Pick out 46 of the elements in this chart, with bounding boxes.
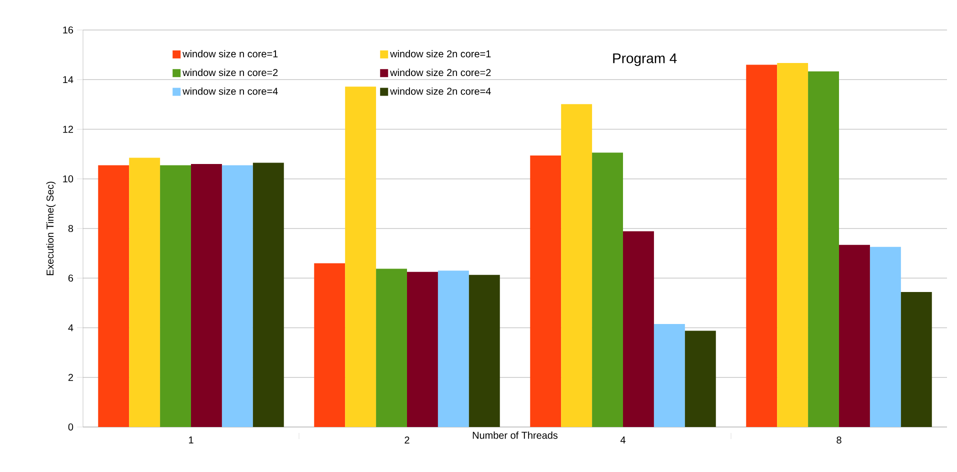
bar <box>530 156 562 427</box>
legend-label: window size n core=2 <box>182 68 278 76</box>
bar <box>468 274 500 427</box>
legend-label: window size 2n core=2 <box>390 68 491 76</box>
legend-label: window size n core=4 <box>182 87 278 95</box>
bar <box>654 324 685 427</box>
bar <box>407 272 438 427</box>
bar <box>777 62 808 427</box>
x-tick-label: 8 <box>836 436 842 444</box>
bar <box>623 231 654 427</box>
x-tick-label: 2 <box>404 436 410 444</box>
bar <box>160 165 191 427</box>
bar <box>98 165 130 427</box>
y-tick-label: 8 <box>68 224 74 232</box>
y-tick-label: 16 <box>63 26 74 34</box>
bar <box>191 164 222 427</box>
bar <box>222 165 253 427</box>
bar <box>592 152 624 427</box>
bar <box>561 104 592 427</box>
bar <box>438 270 469 427</box>
y-tick-label: 12 <box>63 126 73 133</box>
bar <box>345 86 376 427</box>
bar <box>808 71 840 427</box>
x-tick-label: 4 <box>620 436 626 444</box>
bar <box>900 292 932 427</box>
legend-label: window size 2n core=4 <box>390 87 491 95</box>
legend-label: window size 2n core=1 <box>390 50 491 58</box>
y-tick-label: 2 <box>68 374 73 381</box>
y-tick-label: 0 <box>68 423 74 431</box>
x-tick-label: 1 <box>189 436 194 444</box>
y-tick-label: 10 <box>63 175 74 182</box>
bar <box>746 64 778 427</box>
bar <box>684 330 716 427</box>
y-tick-label: 6 <box>68 274 74 282</box>
bar <box>314 263 346 427</box>
bar <box>376 268 408 427</box>
x-axis-title: Number of Threads <box>472 432 558 439</box>
bar <box>870 246 901 427</box>
y-tick-label: 14 <box>63 76 74 84</box>
text: Program 4 <box>613 54 677 66</box>
bar <box>129 158 160 427</box>
bar <box>839 244 870 427</box>
y-axis-title: Execution Time( Sec) <box>46 182 56 276</box>
bar <box>252 162 284 427</box>
y-tick-label: 4 <box>68 324 74 332</box>
legend-label: window size n core=1 <box>182 50 278 58</box>
